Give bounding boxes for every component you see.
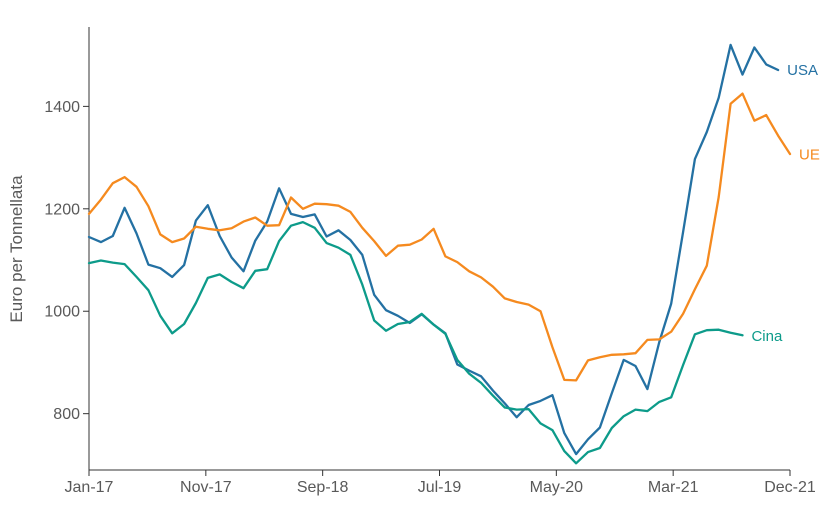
series-labels: USA UE Cina: [751, 62, 819, 345]
x-tick-label: Sep-18: [297, 479, 349, 496]
y-axis-title: Euro per Tonnellata: [7, 175, 26, 323]
series-label-ue: UE: [799, 147, 820, 164]
series-label-usa: USA: [787, 62, 818, 79]
y-axis: 800 1000 1200 1400 Euro per Tonnellata: [7, 27, 90, 470]
series-label-cina: Cina: [751, 328, 783, 345]
y-ticks: 800 1000 1200 1400: [44, 99, 89, 423]
x-axis: Jan-17 Nov-17 Sep-18 Jul-19 May-20 Mar-21 Dec-…: [65, 469, 816, 496]
x-tick-label: Jul-19: [418, 479, 462, 496]
x-ticks: Jan-17 Nov-17 Sep-18 Jul-19 May-20 Mar-21 Dec-…: [65, 470, 816, 496]
x-tick-label: Dec-21: [764, 479, 816, 496]
series-line-usa: [87, 43, 780, 456]
series-line-ue: [87, 92, 792, 382]
y-tick-label: 1000: [44, 304, 80, 321]
y-tick-label: 1400: [44, 99, 80, 116]
x-tick-label: Nov-17: [180, 479, 232, 496]
y-tick-label: 1200: [44, 201, 80, 218]
y-tick-label: 800: [53, 406, 80, 423]
series-lines: [87, 43, 792, 465]
series-line-cina: [87, 220, 744, 465]
x-tick-label: Mar-21: [648, 479, 699, 496]
x-tick-label: Jan-17: [65, 479, 114, 496]
x-tick-label: May-20: [530, 479, 583, 496]
